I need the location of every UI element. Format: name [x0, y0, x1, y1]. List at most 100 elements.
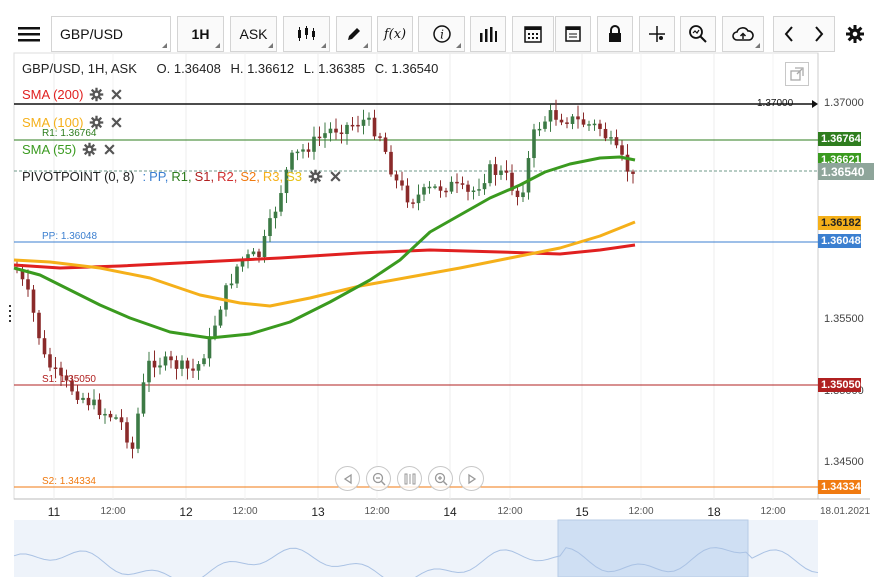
candle-body: [543, 121, 547, 129]
candle-body: [202, 358, 206, 365]
time-day-label: 18: [707, 505, 721, 519]
candle-body: [598, 123, 602, 129]
zoom-in-button[interactable]: [428, 466, 453, 491]
candle-body: [504, 170, 509, 173]
time-hour-label: 12:00: [497, 506, 523, 517]
candle-body: [185, 360, 190, 369]
candle-body: [532, 129, 536, 159]
candle-body: [70, 380, 74, 392]
dropdown-corner-icon: [363, 43, 368, 48]
scroll-left-button[interactable]: [335, 466, 360, 491]
price-tick: 1.37000: [824, 97, 864, 109]
r1-price-badge: 1.36764: [818, 132, 861, 146]
candle-body: [136, 413, 140, 449]
chart-type-button[interactable]: [283, 16, 330, 52]
candle-body: [356, 124, 360, 127]
candle-body: [515, 190, 520, 198]
candle-body: [268, 218, 272, 237]
zoom-out-button[interactable]: [366, 466, 391, 491]
candle-body: [119, 417, 124, 423]
ohlc-header: GBP/USD, 1H, ASK O. 1.36408 H. 1.36612 L…: [22, 61, 444, 76]
candle-body: [31, 289, 36, 313]
sma200-remove[interactable]: [110, 88, 123, 101]
bar-chart-button[interactable]: [470, 16, 506, 52]
candle-body: [444, 190, 448, 193]
crosshair-button[interactable]: [639, 16, 675, 52]
dropdown-corner-icon: [321, 43, 326, 48]
chevron-left-icon[interactable]: [783, 25, 795, 43]
sma100-settings[interactable]: [89, 115, 104, 130]
sma100-remove[interactable]: [110, 116, 123, 129]
candle-body: [86, 397, 91, 406]
pp-level-label: PP: 1.36048: [42, 231, 98, 242]
candle-body: [427, 186, 432, 189]
lock-button[interactable]: [597, 16, 633, 52]
candle-body: [372, 117, 377, 137]
dropdown-corner-icon: [215, 43, 220, 48]
time-day-label: 11: [47, 505, 61, 519]
sma200-settings[interactable]: [89, 87, 104, 102]
candle-body: [466, 184, 470, 192]
legend-pivotpoint: PIVOTPOINT (0, 8) : PP, R1, S1, R2, S2, …: [22, 169, 348, 184]
scroll-right-button[interactable]: [459, 466, 484, 491]
menu-button[interactable]: [12, 16, 46, 52]
close-icon: [111, 89, 123, 100]
time-hour-label: 12:00: [100, 506, 126, 517]
candle-body: [257, 251, 261, 257]
pivot-remove[interactable]: [329, 170, 342, 183]
candle-body: [37, 312, 41, 339]
candle-body: [559, 119, 564, 123]
candle-body: [460, 183, 465, 185]
candle-body: [592, 123, 597, 126]
close-icon: [111, 117, 123, 128]
last-price-badge: 1.36540: [818, 163, 874, 180]
s2-price-badge: 1.34334: [818, 480, 861, 494]
price-type-button[interactable]: ASK: [230, 16, 277, 52]
candle-body: [433, 186, 437, 188]
sma100-label: SMA (100): [22, 115, 84, 130]
indicators-button[interactable]: f(x): [377, 16, 413, 52]
gear-icon: [308, 169, 323, 184]
candle-body: [499, 170, 503, 175]
symbol-input[interactable]: GBP/USD: [51, 16, 171, 52]
candle-body: [477, 189, 481, 191]
draw-tool-button[interactable]: [336, 16, 372, 52]
sma55-settings[interactable]: [82, 142, 97, 157]
candle-body: [400, 180, 404, 186]
candle-body: [301, 149, 305, 152]
candle-body: [290, 152, 294, 170]
candle-body: [235, 266, 239, 284]
info-button[interactable]: i: [418, 16, 465, 52]
gear-icon: [82, 142, 97, 157]
calendar-button[interactable]: [512, 16, 554, 52]
candle-body: [422, 187, 426, 195]
arrow-icon: [812, 100, 818, 108]
sma55-remove[interactable]: [103, 143, 116, 156]
expand-icon: [790, 67, 804, 81]
pivot-settings[interactable]: [308, 169, 323, 184]
time-day-label: 15: [575, 505, 589, 519]
cloud-button[interactable]: [722, 16, 764, 52]
candle-body: [449, 181, 454, 192]
sma100-line: [13, 220, 636, 308]
zoom-button[interactable]: [680, 16, 716, 52]
pivot-s1: S1,: [194, 169, 215, 184]
legend-sma100: SMA (100): [22, 115, 129, 130]
interval-button[interactable]: 1H: [177, 16, 224, 52]
candle-body: [295, 151, 300, 154]
candle-body: [174, 360, 179, 369]
fit-icon: [404, 473, 415, 484]
reset-zoom-button[interactable]: [397, 466, 422, 491]
candle-body: [75, 391, 80, 400]
low-value: L. 1.36385: [303, 61, 366, 76]
candle-body: [92, 399, 96, 406]
template-button[interactable]: [555, 16, 591, 52]
time-hour-label: 12:00: [364, 506, 390, 517]
candle-body: [587, 124, 591, 126]
chevron-right-icon[interactable]: [813, 25, 825, 43]
candle-body: [394, 174, 399, 181]
settings-button[interactable]: [842, 16, 868, 52]
expand-button[interactable]: [785, 62, 809, 86]
candle-body: [251, 251, 256, 255]
